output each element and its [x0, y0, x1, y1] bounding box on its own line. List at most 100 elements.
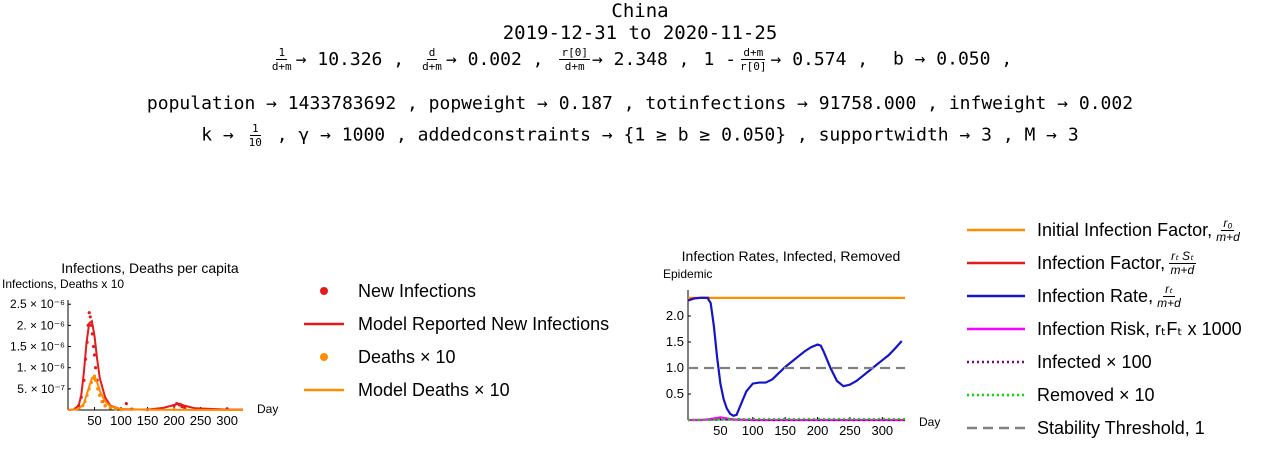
chart2-y-tick-label: 1.5 [666, 334, 684, 349]
chart1-point [103, 404, 107, 408]
param-k-fraction: 1 10 [247, 122, 264, 149]
legend2-label-text: Stability Threshold, 1 [1037, 417, 1205, 438]
fraction-denominator: d+m [271, 60, 292, 73]
fraction: r[0] d+m [559, 46, 590, 73]
chart1-point [92, 353, 97, 357]
chart2-y-tick-label: 1.0 [666, 360, 684, 375]
param-k-den: 10 [248, 136, 262, 149]
legend-line-icon [965, 251, 1027, 275]
chart1-y-tick-label: 5. × 10⁻⁷ [17, 382, 65, 396]
legend2-fraction-num: r₀ [1221, 215, 1235, 231]
chart1-series-line-1 [67, 319, 243, 411]
chart1-x-tick-label: 50 [87, 413, 101, 425]
chart2-x-tick-label: 300 [871, 423, 893, 435]
legend2-fraction: rₜ Sₜ m+d [1169, 248, 1196, 277]
legend2-label-text: Infection Rate, [1037, 285, 1154, 306]
chart1-y-tick-label: 1. × 10⁻⁶ [17, 361, 65, 375]
param-k-num: 1 [249, 122, 261, 136]
date-range: 2019-12-31 to 2020-11-25 [502, 22, 778, 44]
legend2-label-text: Infection Factor, [1037, 252, 1166, 273]
param-line-1: 1 d+m → 10.326 , d d+m → 0.002 , r[0] d+m → 2.34… [0, 46, 1280, 73]
fraction-prefix: 1 - [703, 48, 737, 70]
chart2-ylabel: Epidemic [663, 267, 712, 281]
legend2-label: Infected × 100 [1037, 352, 1152, 373]
chart2-series-line-2 [687, 296, 903, 418]
chart1-x-tick-label: 250 [190, 413, 212, 425]
chart1-x-tick-label: 100 [110, 413, 132, 425]
fraction-param-0: 1 d+m → 10.326 , [268, 46, 404, 73]
chart1-point [124, 402, 128, 406]
param-b: b → 0.050 [892, 48, 991, 70]
legend-line-icon [965, 350, 1027, 374]
chart2-title: Infection Rates, Infected, Removed [682, 248, 901, 264]
chart1-point [91, 344, 96, 349]
chart2-x-tick-label: 200 [807, 423, 829, 435]
legend2-label-text: Infection Risk, rₜFₜ x 1000 [1037, 318, 1242, 339]
legend-line-icon [965, 218, 1027, 242]
fraction-params: 1 d+m → 10.326 , d d+m → 0.002 , r[0] d+m → 2.34… [268, 46, 882, 73]
fraction-denominator: d+m [564, 60, 585, 73]
legend2-item: Infection Risk, rₜFₜ x 1000 [965, 314, 1242, 344]
param-k-label: k → [201, 124, 234, 146]
legend2-label-text: Infected × 100 [1037, 351, 1152, 372]
fraction-numerator: 1 [276, 46, 288, 60]
legend-line-icon [300, 312, 348, 336]
legend2-fraction-num: rₜ [1163, 281, 1175, 297]
legend1-item: Model Reported New Infections [300, 312, 609, 336]
chart1-point [93, 366, 98, 370]
legend1-label: Model Deaths × 10 [358, 379, 510, 400]
legend2-label: Infection Factor, rₜ Sₜ m+d [1037, 248, 1196, 277]
fraction-param-3: 1 - d+m r[0] → 0.574 , [703, 46, 869, 73]
legend2-fraction-den: m+d [1170, 262, 1195, 277]
chart1-series-line-3 [67, 374, 244, 411]
fraction: d+m r[0] [738, 46, 769, 73]
legend2-label-text: Initial Infection Factor, [1037, 219, 1213, 240]
legend-line-icon [300, 378, 348, 402]
legend2-item: Infected × 100 [965, 347, 1152, 377]
fraction-param-2: r[0] d+m → 2.348 , [557, 46, 690, 73]
legend2-label-text: Removed × 10 [1037, 384, 1155, 405]
chart1-y-tick-label: 1.5 × 10⁻⁶ [10, 340, 65, 354]
param-line-3-rest: , γ → 1000 , addedconstraints → {1 ≥ b ≥… [276, 124, 1079, 146]
legend2-item: Removed × 10 [965, 380, 1155, 410]
legend-line-icon [965, 317, 1027, 341]
fraction-numerator: d [426, 46, 438, 60]
fraction: 1 d+m [270, 46, 294, 73]
fraction-value: → 0.002 , [445, 48, 544, 70]
chart2-x-tick-label: 150 [774, 423, 796, 435]
legend1-item: Deaths × 10 [300, 345, 456, 369]
fraction-denominator: d+m [422, 60, 442, 73]
legend2-fraction-num: rₜ Sₜ [1169, 248, 1196, 264]
fraction: d d+m [420, 46, 444, 73]
legend-line-icon [965, 416, 1027, 440]
chart2-y-tick-label: 0.5 [666, 386, 684, 401]
chart2-series-line-5 [687, 417, 905, 422]
chart2-y-tick-label: 2.0 [666, 308, 684, 323]
fraction-denominator: r[0] [740, 60, 767, 73]
chart1-x-tick-label: 150 [137, 413, 159, 425]
infection-rates-chart: Infection Rates, Infected, Removed Epidem… [663, 248, 940, 435]
chart1-x-tick-label: 300 [216, 413, 238, 425]
chart1-point [100, 399, 104, 404]
chart-country-title: China [611, 0, 669, 22]
legend2-item: Infection Rate, rₜ m+d [965, 281, 1181, 311]
chart1-x-tick-label: 200 [163, 413, 185, 425]
infections-deaths-chart: Infections, Deaths per capitaInfections,… [2, 260, 278, 425]
legend1-item: New Infections [300, 279, 476, 303]
chart2-x-tick-label: 50 [713, 423, 727, 435]
fraction-value: → 0.574 , [770, 48, 869, 70]
legend1-label: Deaths × 10 [358, 346, 456, 367]
legend2-fraction-den: m+d [1216, 229, 1240, 244]
chart1-y-tick-label: 2.5 × 10⁻⁶ [10, 297, 65, 311]
chart1-point [88, 315, 92, 319]
chart1-point [183, 406, 187, 410]
legend-point-icon [300, 279, 348, 303]
legend2-item: Infection Factor, rₜ Sₜ m+d [965, 248, 1196, 278]
chart1-title: Infections, Deaths per capita [61, 260, 239, 276]
param-line-2: population → 1433783692 , popweight → 0.… [146, 93, 1134, 114]
fraction-numerator: d+m [741, 46, 766, 60]
fraction-param-1: d d+m → 0.002 , [418, 46, 544, 73]
chart2-xlabel: Day [919, 415, 940, 429]
legend2-label: Stability Threshold, 1 [1037, 418, 1205, 439]
legend2-item: Stability Threshold, 1 [965, 413, 1205, 443]
